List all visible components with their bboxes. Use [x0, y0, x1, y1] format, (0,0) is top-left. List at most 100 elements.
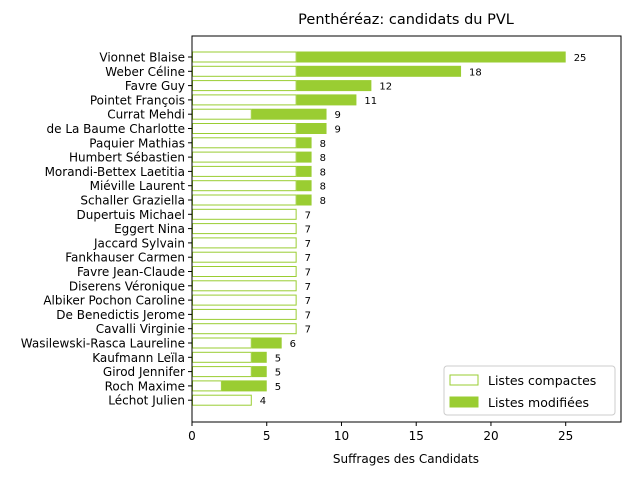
- legend-swatch-modifiees: [449, 396, 479, 408]
- x-tick-label-20: 20: [483, 429, 498, 443]
- total-label-weber-celine: 18: [469, 67, 482, 78]
- x-ticks: 0 5 10 15 20 25: [188, 422, 573, 443]
- total-label-roch-maxime: 5: [275, 382, 281, 393]
- x-tick-label-0: 0: [188, 429, 196, 443]
- bar-modifiees-favre-guy: [296, 80, 372, 92]
- y-tick-label-favre-guy: Favre Guy: [125, 79, 185, 93]
- bar-compactes-jaccard-sylvain: [192, 237, 297, 249]
- bar-compactes-schaller-graziella: [192, 194, 297, 206]
- bar-modifiees-pointet-francois: [296, 94, 357, 106]
- total-label-favre-guy: 12: [379, 82, 392, 93]
- total-label-girod-jennifer: 5: [275, 368, 281, 379]
- x-tick-label-15: 15: [409, 429, 424, 443]
- total-label-de-la-baume-charlotte: 9: [335, 125, 341, 136]
- y-tick-label-roch-maxime: Roch Maxime: [105, 379, 185, 393]
- total-label-pointet-francois: 11: [364, 96, 377, 107]
- bar-compactes-girod-jennifer: [192, 366, 252, 378]
- bars-group: [192, 51, 566, 406]
- total-label-kaufmann-leila: 5: [275, 353, 281, 364]
- bar-modifiees-kaufmann-leila: [251, 351, 267, 363]
- x-tick-label-10: 10: [334, 429, 349, 443]
- y-tick-label-vionnet-blaise: Vionnet Blaise: [99, 51, 185, 65]
- y-tick-label-wasilewski-rasca-laureline: Wasilewski-Rasca Laureline: [21, 337, 185, 351]
- total-label-vionnet-blaise: 25: [574, 53, 587, 64]
- total-label-paquier-mathias: 8: [320, 139, 326, 150]
- y-tick-label-girod-jennifer: Girod Jennifer: [103, 365, 185, 379]
- bar-modifiees-paquier-mathias: [296, 137, 312, 149]
- bar-modifiees-humbert-sebastien: [296, 151, 312, 163]
- bar-compactes-favre-jean-claude: [192, 266, 297, 277]
- y-tick-label-cavalli-virginie: Cavalli Virginie: [96, 322, 185, 336]
- total-label-dupertuis-michael: 7: [305, 210, 311, 221]
- bar-modifiees-girod-jennifer: [251, 366, 267, 378]
- bar-compactes-paquier-mathias: [192, 137, 297, 149]
- y-tick-label-diserens-veronique: Diserens Véronique: [69, 279, 185, 293]
- legend-swatch-compactes: [449, 374, 479, 386]
- x-tick-label-5: 5: [263, 429, 271, 443]
- y-tick-label-paquier-mathias: Paquier Mathias: [89, 136, 185, 150]
- y-tick-label-currat-mehdi: Currat Mehdi: [107, 108, 185, 122]
- y-tick-label-dupertuis-michael: Dupertuis Michael: [77, 208, 185, 222]
- y-tick-label-weber-celine: Weber Céline: [105, 65, 185, 79]
- bar-compactes-de-benedictis-jerome: [192, 308, 297, 320]
- bar-compactes-diserens-veronique: [192, 280, 297, 292]
- bar-compactes-dupertuis-michael: [192, 208, 297, 220]
- bar-compactes-favre-guy: [192, 80, 297, 92]
- bar-compactes-lechot-julien: [192, 394, 252, 406]
- total-label-lechot-julien: 4: [260, 396, 266, 407]
- total-label-cavalli-virginie: 7: [305, 325, 311, 336]
- x-axis-label: Suffrages des Candidats: [333, 452, 479, 466]
- bar-modifiees-weber-celine: [296, 65, 462, 77]
- legend-label-compactes: Listes compactes: [488, 373, 596, 388]
- bar-compactes-currat-mehdi: [192, 108, 252, 120]
- bar-compactes-cavalli-virginie: [192, 323, 297, 335]
- total-label-morandi-bettex-laetitia: 8: [320, 167, 326, 178]
- bar-modifiees-morandi-bettex-laetitia: [296, 165, 312, 177]
- bar-modifiees-vionnet-blaise: [296, 51, 566, 63]
- bar-compactes-fankhauser-carmen: [192, 251, 297, 263]
- bar-compactes-morandi-bettex-laetitia: [192, 165, 297, 177]
- y-tick-label-albiker-pochon-caroline: Albiker Pochon Caroline: [43, 294, 185, 308]
- bar-compactes-de-la-baume-charlotte: [192, 123, 297, 134]
- y-tick-label-fankhauser-carmen: Fankhauser Carmen: [65, 251, 185, 265]
- y-tick-label-pointet-francois: Pointet François: [90, 93, 185, 107]
- y-tick-label-jaccard-sylvain: Jaccard Sylvain: [93, 236, 185, 250]
- bar-modifiees-currat-mehdi: [251, 108, 327, 120]
- bar-compactes-eggert-nina: [192, 223, 297, 235]
- legend-frame: [443, 365, 616, 416]
- bar-modifiees-mieville-laurent: [296, 180, 312, 192]
- y-tick-label-de-la-baume-charlotte: de La Baume Charlotte: [47, 122, 186, 136]
- total-label-jaccard-sylvain: 7: [305, 239, 311, 250]
- chart-title: Penthéréaz: candidats du PVL: [298, 12, 514, 28]
- total-label-humbert-sebastien: 8: [320, 153, 326, 164]
- bar-compactes-albiker-pochon-caroline: [192, 294, 297, 306]
- total-label-wasilewski-rasca-laureline: 6: [290, 339, 296, 350]
- bar-compactes-roch-maxime: [192, 380, 222, 392]
- y-tick-label-humbert-sebastien: Humbert Sébastien: [69, 151, 185, 165]
- bar-compactes-wasilewski-rasca-laureline: [192, 337, 252, 349]
- bar-compactes-mieville-laurent: [192, 180, 297, 192]
- total-label-schaller-graziella: 8: [320, 196, 326, 207]
- bar-modifiees-de-la-baume-charlotte: [296, 123, 327, 134]
- total-label-fankhauser-carmen: 7: [305, 253, 311, 264]
- y-tick-label-favre-jean-claude: Favre Jean-Claude: [77, 265, 185, 279]
- y-tick-label-lechot-julien: Léchot Julien: [108, 394, 185, 408]
- legend: Listes compactes Listes modifiées: [443, 365, 616, 416]
- bar-compactes-humbert-sebastien: [192, 151, 297, 163]
- total-label-diserens-veronique: 7: [305, 282, 311, 293]
- y-tick-label-morandi-bettex-laetitia: Morandi-Bettex Laetitia: [45, 165, 185, 179]
- x-tick-label-25: 25: [558, 429, 573, 443]
- bar-compactes-weber-celine: [192, 65, 297, 77]
- bar-modifiees-schaller-graziella: [296, 194, 312, 206]
- legend-label-modifiees: Listes modifiées: [488, 395, 589, 410]
- total-label-albiker-pochon-caroline: 7: [305, 296, 311, 307]
- y-tick-label-de-benedictis-jerome: De Benedictis Jerome: [56, 308, 185, 322]
- plot-frame: [191, 35, 622, 423]
- y-tick-label-mieville-laurent: Miéville Laurent: [90, 179, 186, 193]
- bar-modifiees-roch-maxime: [221, 380, 267, 392]
- y-tick-label-eggert-nina: Eggert Nina: [114, 222, 185, 236]
- total-label-de-benedictis-jerome: 7: [305, 310, 311, 321]
